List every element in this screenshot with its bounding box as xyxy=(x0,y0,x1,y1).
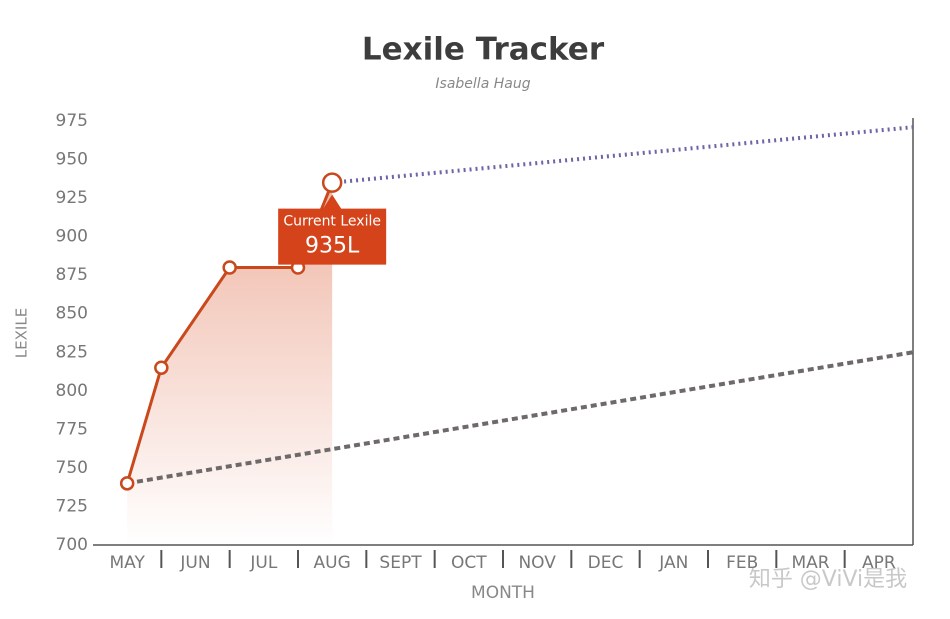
y-axis-label: LEXILE xyxy=(13,308,31,358)
x-tick-label: AUG xyxy=(314,553,351,573)
series-line xyxy=(331,125,914,185)
data-point xyxy=(119,476,135,491)
x-tick-label: JAN xyxy=(658,553,688,573)
y-tick-label: 925 xyxy=(56,188,88,208)
data-point xyxy=(222,260,237,275)
x-axis-label: MONTH xyxy=(471,583,535,603)
y-tick-label: 775 xyxy=(56,419,88,439)
x-tick-label: DEC xyxy=(588,553,624,573)
x-tick-label: NOV xyxy=(518,553,556,573)
chart-subtitle: Isabella Haug xyxy=(435,76,530,92)
x-tick-label: OCT xyxy=(451,553,487,573)
x-tick-label: SEPT xyxy=(379,553,422,573)
x-tick-label: FEB xyxy=(726,553,758,573)
tooltip-title: Current Lexile xyxy=(283,214,381,230)
watermark: 知乎 @ViVi是我 xyxy=(749,567,907,592)
y-tick-label: 975 xyxy=(56,111,88,131)
y-tick-label: 900 xyxy=(56,227,88,247)
x-tick-label: JUN xyxy=(179,553,210,573)
data-point xyxy=(154,360,169,375)
data-point xyxy=(321,172,343,193)
y-tick-label: 850 xyxy=(56,304,88,324)
tooltip-box xyxy=(278,194,387,265)
x-tick-label: APR xyxy=(862,553,896,573)
y-tick-label: 725 xyxy=(56,496,88,516)
y-tick-label: 750 xyxy=(56,458,88,478)
y-tick-label: 800 xyxy=(56,381,88,401)
y-tick-label: 825 xyxy=(56,342,88,362)
chart-title: Lexile Tracker xyxy=(362,32,605,68)
x-tick-label: MAR xyxy=(791,553,829,573)
series-line xyxy=(126,350,914,486)
y-tick-label: 875 xyxy=(56,265,88,285)
x-tick-label: JUL xyxy=(249,553,277,573)
area-fill xyxy=(127,182,333,545)
x-tick-label: MAY xyxy=(109,553,145,573)
y-tick-label: 950 xyxy=(56,150,88,170)
data-label: 935L xyxy=(305,234,360,259)
y-tick-label: 700 xyxy=(56,535,88,555)
tooltip: Current Lexile 935L xyxy=(278,194,387,265)
